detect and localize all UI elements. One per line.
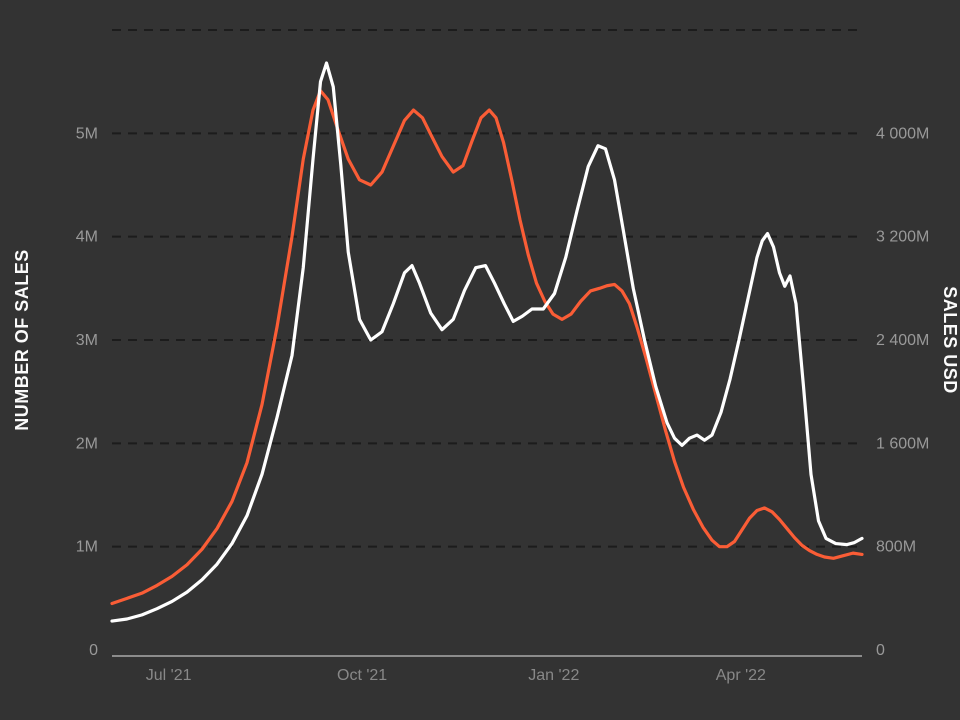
y-left-tick-label: 3M <box>76 332 98 349</box>
y-left-tick-label: 4M <box>76 229 98 246</box>
y-left-axis-title: NUMBER OF SALES <box>12 249 32 431</box>
x-tick-label: Oct '21 <box>337 667 387 684</box>
y-left-tick-label: 2M <box>76 435 98 452</box>
y-right-tick-label: 0 <box>876 642 885 659</box>
series-number_of_sales <box>112 63 862 621</box>
x-tick-label: Apr '22 <box>716 667 766 684</box>
y-left-tick-label: 0 <box>89 642 98 659</box>
y-left-tick-label: 1M <box>76 539 98 556</box>
x-tick-label: Jan '22 <box>528 667 579 684</box>
y-right-tick-label: 800M <box>876 539 916 556</box>
y-right-tick-label: 3 200M <box>876 229 929 246</box>
y-right-tick-label: 4 000M <box>876 125 929 142</box>
y-right-tick-label: 2 400M <box>876 332 929 349</box>
series-sales_usd <box>112 91 862 604</box>
y-right-tick-label: 1 600M <box>876 435 929 452</box>
y-left-tick-label: 5M <box>76 125 98 142</box>
sales-chart: 0 1M 2M 3M 4M 5M 0 800M 1 600M 2 400M 3 200M 4 000M… <box>0 0 960 720</box>
y-right-axis-title: SALES USD <box>940 286 960 394</box>
x-tick-label: Jul '21 <box>146 667 192 684</box>
